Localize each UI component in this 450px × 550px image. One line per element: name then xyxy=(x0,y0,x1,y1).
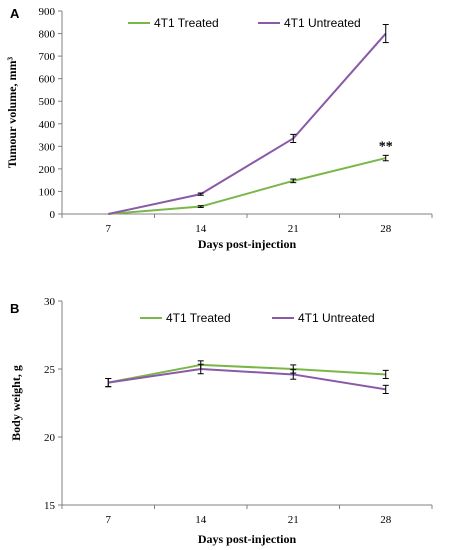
legend-item: 4T1 Untreated xyxy=(272,311,375,325)
legend-label: 4T1 Treated xyxy=(154,16,219,30)
series-line-untreated xyxy=(108,368,386,391)
x-tick-label: 21 xyxy=(288,514,299,526)
error-bar xyxy=(382,24,389,44)
legend-label: 4T1 Untreated xyxy=(284,16,361,30)
error-bar xyxy=(382,369,389,380)
y-tick-label: 20 xyxy=(44,432,56,444)
x-tick-label: 14 xyxy=(195,223,207,235)
y-ticks: 15 20 25 30 xyxy=(44,296,62,512)
legend: 4T1 Treated 4T1 Untreated xyxy=(128,16,361,30)
legend-item: 4T1 Treated xyxy=(140,311,231,325)
x-tick-label: 7 xyxy=(106,223,112,235)
series-line-treated xyxy=(108,363,386,384)
x-tick-label: 28 xyxy=(380,514,392,526)
y-tick-label: 600 xyxy=(39,74,56,86)
series-line-untreated xyxy=(108,32,387,215)
y-tick-label: 15 xyxy=(44,500,56,512)
panel-b: B 15 20 25 30 7 14 21 28 4T1 Treated 4T1 Untrea… xyxy=(9,296,433,546)
y-tick-label: 300 xyxy=(39,141,56,153)
y-tick-label: 400 xyxy=(39,119,56,131)
error-bar xyxy=(197,205,204,208)
y-axis-title: Tumour volume, mm³ xyxy=(5,56,19,168)
y-tick-label: 25 xyxy=(44,364,56,376)
y-tick-label: 500 xyxy=(39,96,56,108)
x-tick-label: 21 xyxy=(288,223,299,235)
y-tick-label: 30 xyxy=(44,296,56,308)
legend: 4T1 Treated 4T1 Untreated xyxy=(140,311,375,325)
significance-marker: ** xyxy=(379,139,393,154)
series-group xyxy=(105,360,389,394)
y-axis-title: Body weight, g xyxy=(9,365,23,441)
panel-label-a: A xyxy=(10,6,20,21)
x-axis-title: Days post-injection xyxy=(198,532,297,546)
legend-label: 4T1 Treated xyxy=(166,311,231,325)
series-line-treated xyxy=(108,157,386,215)
error-bar xyxy=(382,154,389,162)
y-tick-label: 100 xyxy=(39,186,56,198)
error-bar xyxy=(197,192,204,196)
x-ticks: 7 14 21 28 xyxy=(61,214,433,235)
panel-a: A 0 100 200 300 400 500 600 700 800 900 7 14 21 28 4… xyxy=(5,6,433,251)
x-axis-title: Days post-injection xyxy=(198,237,297,251)
x-tick-label: 7 xyxy=(106,514,112,526)
x-ticks: 7 14 21 28 xyxy=(61,505,433,526)
error-bar xyxy=(197,363,204,375)
error-bar xyxy=(290,369,297,380)
y-tick-label: 200 xyxy=(39,164,56,176)
x-tick-label: 14 xyxy=(195,514,207,526)
panel-label-b: B xyxy=(10,301,19,316)
legend-item: 4T1 Untreated xyxy=(258,16,361,30)
error-bar xyxy=(290,178,297,184)
error-bar xyxy=(290,133,297,143)
x-tick-label: 28 xyxy=(380,223,392,235)
annotations: ** xyxy=(379,139,393,154)
legend-item: 4T1 Treated xyxy=(128,16,219,30)
y-tick-label: 800 xyxy=(39,29,56,41)
legend-label: 4T1 Untreated xyxy=(298,311,375,325)
y-tick-label: 0 xyxy=(50,209,56,221)
error-bar xyxy=(382,384,389,394)
series-group xyxy=(108,24,389,215)
y-ticks: 0 100 200 300 400 500 600 700 800 900 xyxy=(39,6,62,221)
y-tick-label: 700 xyxy=(39,51,56,63)
error-bar xyxy=(105,378,112,388)
y-tick-label: 900 xyxy=(39,6,56,18)
